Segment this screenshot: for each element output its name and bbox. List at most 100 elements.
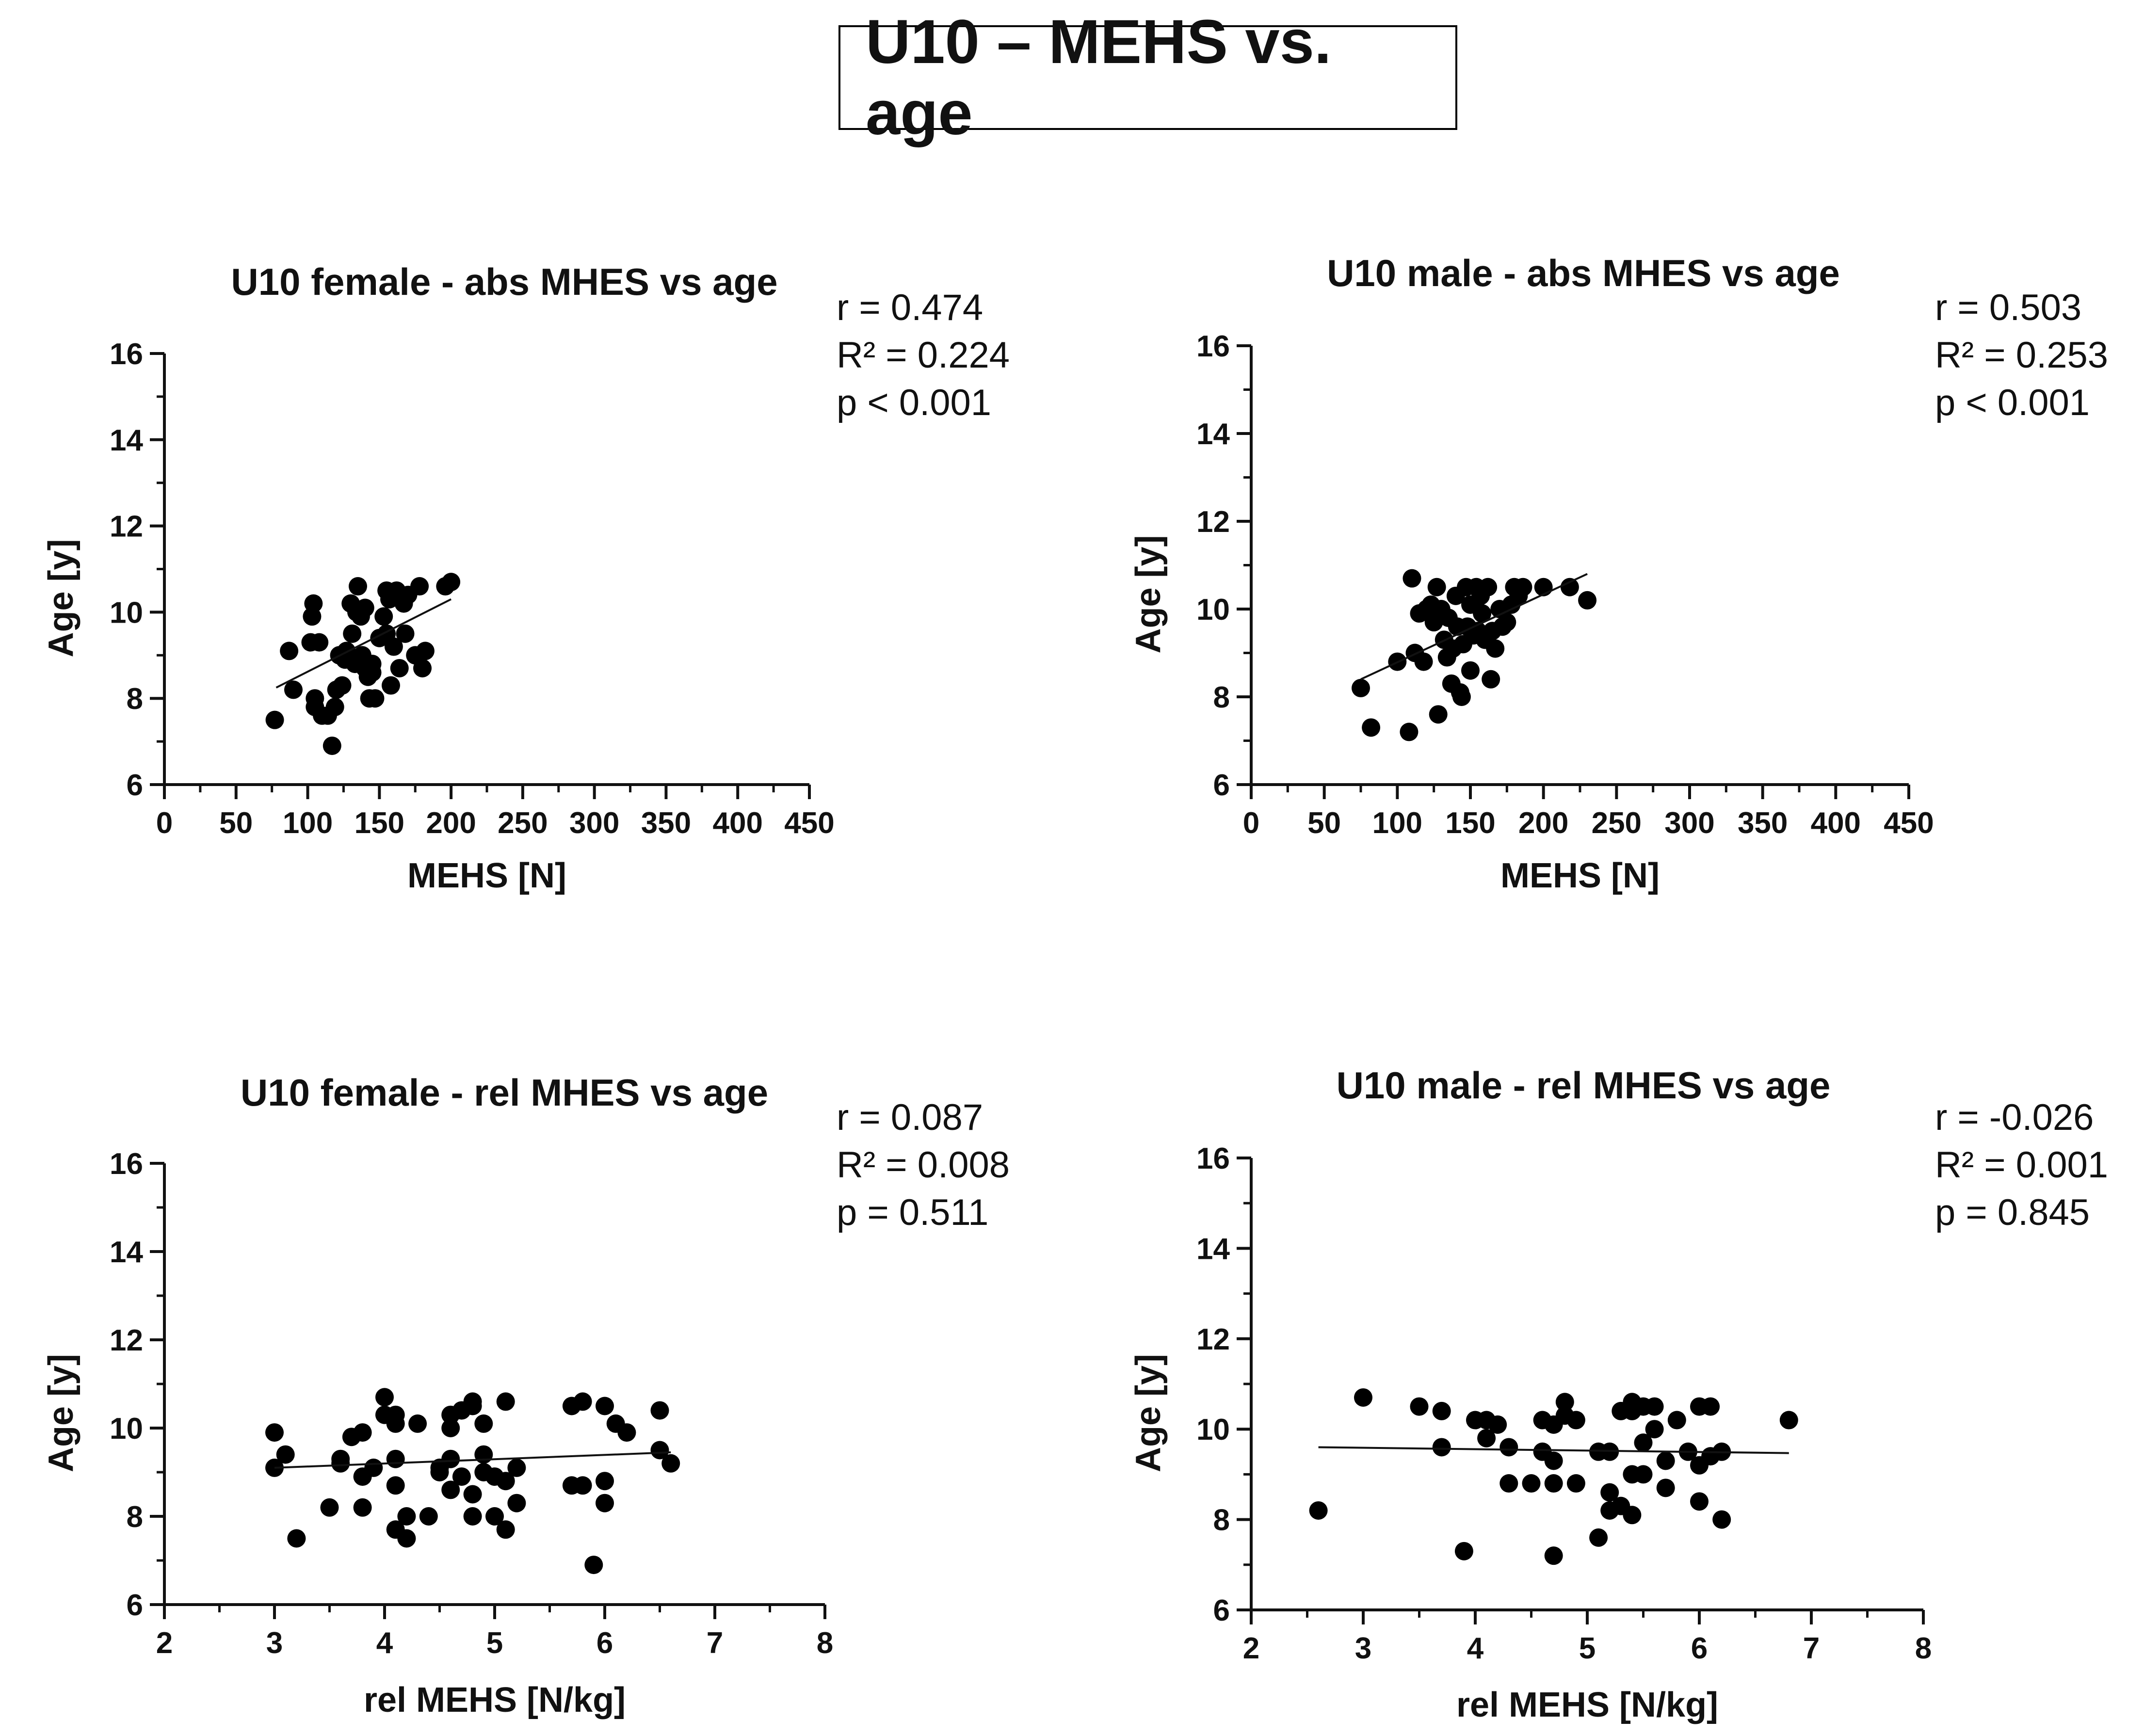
data-point bbox=[1779, 1411, 1798, 1430]
x-tick-label: 350 bbox=[1738, 806, 1788, 840]
x-tick-label: 6 bbox=[1691, 1632, 1708, 1665]
data-point bbox=[1452, 688, 1471, 706]
data-point bbox=[596, 1472, 614, 1491]
data-point bbox=[343, 624, 362, 643]
y-tick-label: 12 bbox=[110, 510, 143, 544]
stat-line-0: r = -0.026 bbox=[1935, 1097, 2094, 1138]
data-point bbox=[1634, 1433, 1653, 1452]
data-point bbox=[485, 1507, 504, 1526]
trend-line bbox=[1318, 1446, 1789, 1454]
data-point bbox=[1555, 1393, 1574, 1412]
data-point bbox=[284, 680, 303, 699]
x-tick-label: 250 bbox=[1592, 806, 1642, 840]
y-tick-label: 16 bbox=[110, 338, 143, 371]
data-point bbox=[452, 1467, 471, 1486]
stat-line-0: r = 0.474 bbox=[837, 287, 983, 328]
data-point bbox=[1352, 678, 1370, 697]
data-point bbox=[496, 1520, 515, 1539]
data-point bbox=[1656, 1451, 1675, 1470]
data-point bbox=[375, 1388, 394, 1407]
data-point bbox=[265, 710, 284, 729]
stat-line-1: R² = 0.001 bbox=[1935, 1144, 2108, 1186]
x-tick-label: 2 bbox=[156, 1626, 173, 1660]
data-point bbox=[463, 1507, 482, 1526]
y-tick-label: 16 bbox=[1196, 1142, 1230, 1175]
x-tick-label: 200 bbox=[426, 806, 476, 840]
data-point bbox=[650, 1441, 669, 1460]
x-tick-label: 100 bbox=[283, 806, 333, 840]
x-tick-label: 400 bbox=[1811, 806, 1861, 840]
data-point bbox=[1634, 1465, 1653, 1484]
data-point bbox=[1410, 1397, 1429, 1416]
data-point bbox=[1667, 1411, 1686, 1430]
data-point bbox=[331, 1449, 350, 1468]
chart-title: U10 male - rel MHES vs age bbox=[1337, 1064, 1831, 1107]
x-tick-label: 4 bbox=[1467, 1632, 1484, 1665]
data-point bbox=[1544, 1474, 1563, 1493]
data-point bbox=[442, 573, 461, 592]
x-tick-label: 2 bbox=[1243, 1632, 1259, 1665]
stat-line-1: R² = 0.008 bbox=[837, 1144, 1010, 1186]
x-tick-label: 8 bbox=[1915, 1632, 1932, 1665]
data-point bbox=[353, 1498, 372, 1517]
data-point bbox=[304, 594, 323, 613]
stat-line-1: R² = 0.224 bbox=[837, 335, 1010, 376]
data-point bbox=[397, 1529, 416, 1548]
data-point bbox=[1488, 1415, 1507, 1434]
x-tick-label: 4 bbox=[376, 1626, 393, 1660]
data-point bbox=[364, 1458, 383, 1477]
data-point bbox=[573, 1392, 592, 1411]
data-point bbox=[650, 1401, 669, 1420]
x-tick-label: 150 bbox=[355, 806, 404, 840]
data-point bbox=[408, 1414, 427, 1433]
x-tick-label: 7 bbox=[1803, 1632, 1820, 1665]
data-point bbox=[1645, 1397, 1664, 1416]
y-tick-label: 8 bbox=[1213, 1504, 1230, 1537]
data-point bbox=[507, 1494, 526, 1512]
data-point bbox=[1354, 1388, 1372, 1407]
data-point bbox=[617, 1423, 636, 1442]
figure-title-box: U10 – MEHS vs. age bbox=[838, 7, 1457, 148]
x-tick-label: 3 bbox=[1355, 1632, 1371, 1665]
data-point bbox=[1600, 1483, 1619, 1502]
data-point bbox=[441, 1480, 460, 1499]
x-tick-label: 350 bbox=[641, 806, 691, 840]
data-point bbox=[1623, 1506, 1642, 1525]
data-point bbox=[1400, 723, 1419, 741]
y-axis-label: Age [y] bbox=[1129, 1354, 1168, 1472]
data-point bbox=[1544, 1451, 1563, 1470]
data-point bbox=[1479, 578, 1498, 596]
data-point bbox=[349, 577, 367, 596]
x-tick-label: 250 bbox=[498, 806, 548, 840]
data-point bbox=[366, 689, 385, 708]
data-point bbox=[1645, 1420, 1664, 1439]
x-tick-label: 5 bbox=[1579, 1632, 1596, 1665]
y-tick-label: 16 bbox=[110, 1147, 143, 1181]
stat-line-2: p = 0.511 bbox=[837, 1192, 988, 1233]
y-tick-label: 10 bbox=[110, 596, 143, 629]
data-point bbox=[573, 1476, 592, 1495]
x-tick-label: 200 bbox=[1518, 806, 1568, 840]
y-tick-label: 10 bbox=[1196, 593, 1230, 627]
x-tick-label: 450 bbox=[1884, 806, 1934, 840]
stat-line-1: R² = 0.253 bbox=[1935, 335, 2108, 376]
data-point bbox=[390, 659, 409, 677]
y-axis-label: Age [y] bbox=[42, 1354, 81, 1472]
data-point bbox=[280, 642, 299, 660]
trend-line bbox=[274, 1451, 671, 1469]
x-tick-label: 0 bbox=[156, 806, 173, 840]
data-point bbox=[474, 1445, 493, 1464]
data-point bbox=[310, 633, 329, 652]
y-tick-label: 6 bbox=[127, 1589, 143, 1622]
data-point bbox=[1498, 613, 1516, 632]
data-point bbox=[287, 1529, 306, 1548]
data-point bbox=[1560, 578, 1579, 596]
data-point bbox=[584, 1556, 603, 1575]
data-point bbox=[1309, 1501, 1328, 1520]
data-point bbox=[1461, 661, 1480, 680]
x-tick-label: 50 bbox=[219, 806, 253, 840]
y-tick-label: 8 bbox=[127, 1500, 143, 1534]
y-tick-label: 10 bbox=[1196, 1413, 1230, 1447]
data-point bbox=[596, 1397, 614, 1415]
